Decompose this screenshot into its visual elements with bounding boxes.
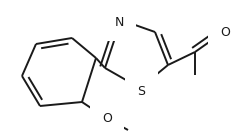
Text: S: S xyxy=(137,85,145,97)
Text: N: N xyxy=(114,16,124,29)
Text: O: O xyxy=(220,25,230,38)
Text: O: O xyxy=(102,113,112,125)
